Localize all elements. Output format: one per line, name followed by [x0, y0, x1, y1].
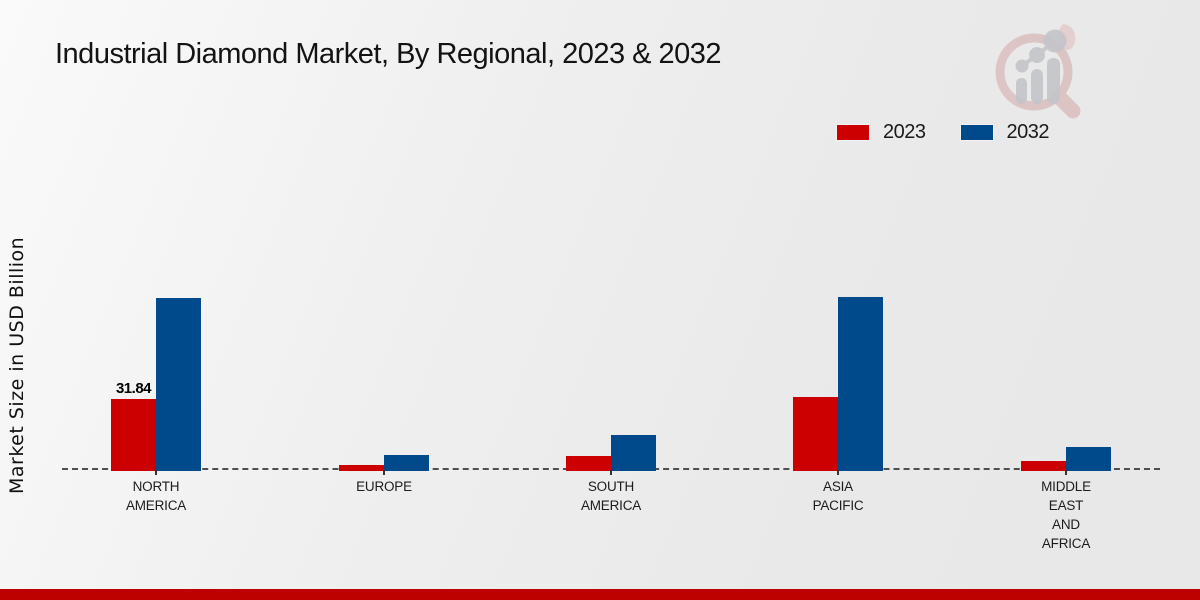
category-label-middle-east-and-africa: MIDDLE EAST AND AFRICA: [1041, 479, 1091, 551]
bar-2032-asia-pacific[interactable]: [838, 297, 883, 471]
legend-swatch-2032: [959, 124, 994, 141]
x-axis-tick: [383, 470, 385, 475]
brand-watermark-logo: [995, 24, 1081, 119]
category-label-south-america: SOUTH AMERICA: [580, 479, 642, 513]
x-axis-tick: [1065, 470, 1067, 475]
x-axis-tick: [610, 470, 612, 475]
chart-title: Industrial Diamond Market, By Regional, …: [55, 38, 722, 70]
legend-swatch-2023: [836, 124, 870, 141]
x-axis-tick: [155, 470, 157, 475]
legend-label-2032: 2032: [1006, 121, 1050, 143]
category-label-europe: EUROPE: [356, 479, 412, 494]
data-label-2023: 31.84: [115, 380, 152, 397]
magnifier-handle-icon: [1051, 89, 1081, 119]
bar-2032-south-america[interactable]: [611, 435, 656, 471]
bar-2023-middle-east-and-africa[interactable]: [1021, 461, 1066, 471]
footer-accent-strip: [0, 589, 1200, 600]
legend-label-2023: 2023: [883, 121, 926, 143]
category-label-asia-pacific: ASIA PACIFIC: [812, 479, 864, 513]
legend-item-2032[interactable]: 2032: [959, 121, 1050, 144]
legend-item-2023[interactable]: 2023: [836, 121, 926, 144]
x-axis-tick: [837, 470, 839, 475]
logo-bars-icon: [1015, 29, 1067, 104]
bar-2023-south-america[interactable]: [566, 456, 611, 471]
legend: 2023 2032: [836, 121, 1049, 144]
bar-2032-north-america[interactable]: [156, 298, 201, 471]
bar-2023-asia-pacific[interactable]: [793, 397, 838, 471]
bar-2023-europe[interactable]: [339, 465, 384, 471]
magnifier-ring-icon: [995, 33, 1073, 111]
bar-2032-europe[interactable]: [384, 455, 429, 471]
bar-2023-north-america[interactable]: [111, 399, 156, 471]
bar-2032-middle-east-and-africa[interactable]: [1066, 447, 1111, 471]
category-label-north-america: NORTH AMERICA: [125, 479, 187, 513]
